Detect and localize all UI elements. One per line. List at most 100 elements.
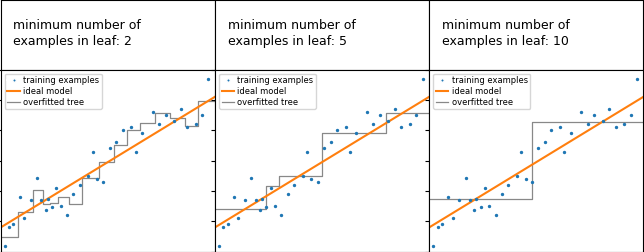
Point <box>251 198 261 202</box>
Point <box>341 125 351 129</box>
Point <box>204 77 214 81</box>
Point <box>15 195 25 199</box>
Point <box>154 122 164 126</box>
Point <box>160 113 171 117</box>
Point <box>611 125 621 129</box>
Text: minimum number of
examples in leaf: 2: minimum number of examples in leaf: 2 <box>14 19 142 48</box>
Point <box>448 216 458 220</box>
Point <box>554 125 565 129</box>
Point <box>546 128 556 132</box>
Point <box>516 149 526 153</box>
Point <box>396 125 406 129</box>
Point <box>83 174 93 178</box>
Point <box>345 149 355 153</box>
Point <box>0 244 10 248</box>
Point <box>68 192 79 196</box>
Point <box>276 213 287 217</box>
Point <box>55 204 66 208</box>
Point <box>265 186 276 190</box>
Point <box>598 119 608 123</box>
Point <box>240 198 250 202</box>
Point <box>270 204 280 208</box>
Point <box>383 119 393 123</box>
Point <box>619 122 629 126</box>
Text: minimum number of
examples in leaf: 5: minimum number of examples in leaf: 5 <box>228 19 355 48</box>
Point <box>497 192 507 196</box>
Point <box>169 119 179 123</box>
Point <box>233 216 243 220</box>
Point <box>62 213 72 217</box>
Point <box>484 204 494 208</box>
Point <box>26 198 36 202</box>
Point <box>480 186 490 190</box>
Point <box>632 77 642 81</box>
Point <box>604 107 614 111</box>
Point <box>41 208 51 212</box>
Point <box>325 140 336 144</box>
Point <box>469 208 479 212</box>
Point <box>589 113 599 117</box>
Point <box>433 226 443 230</box>
Legend: training examples, ideal model, overfitted tree: training examples, ideal model, overfitt… <box>219 74 316 109</box>
Point <box>88 149 98 153</box>
Point <box>283 192 293 196</box>
Point <box>512 174 522 178</box>
Point <box>229 195 240 199</box>
Point <box>306 177 316 181</box>
Point <box>576 110 587 114</box>
Point <box>368 122 379 126</box>
Point <box>43 197 53 201</box>
Point <box>111 140 122 144</box>
Point <box>471 197 482 201</box>
Point <box>131 149 141 153</box>
Point <box>4 226 14 230</box>
Point <box>8 223 19 227</box>
Point <box>223 223 233 227</box>
Point <box>246 176 256 180</box>
Point <box>175 107 185 111</box>
Point <box>47 205 57 209</box>
Point <box>289 183 299 187</box>
Point <box>257 197 267 201</box>
Point <box>99 180 109 184</box>
Point <box>191 122 201 126</box>
Point <box>298 174 308 178</box>
Point <box>261 205 272 209</box>
Point <box>583 122 593 126</box>
Point <box>625 113 636 117</box>
Legend: training examples, ideal model, overfitted tree: training examples, ideal model, overfitt… <box>5 74 102 109</box>
Point <box>312 180 323 184</box>
Point <box>51 186 61 190</box>
Point <box>465 198 475 202</box>
Point <box>475 205 486 209</box>
Text: minimum number of
examples in leaf: 10: minimum number of examples in leaf: 10 <box>442 19 570 48</box>
Point <box>460 176 471 180</box>
Point <box>362 110 372 114</box>
Point <box>197 113 207 117</box>
Point <box>559 149 569 153</box>
Point <box>32 176 43 180</box>
Point <box>75 183 85 187</box>
Point <box>437 223 447 227</box>
Point <box>428 244 439 248</box>
Point <box>36 198 46 202</box>
Point <box>92 177 102 181</box>
Point <box>390 107 400 111</box>
Point <box>565 131 576 135</box>
Point <box>375 113 385 117</box>
Point <box>105 146 115 150</box>
Point <box>255 208 265 212</box>
Point <box>417 77 428 81</box>
Point <box>182 125 192 129</box>
Point <box>411 113 421 117</box>
Point <box>454 198 464 202</box>
Point <box>19 216 30 220</box>
Point <box>520 177 531 181</box>
Point <box>126 125 137 129</box>
Legend: training examples, ideal model, overfitted tree: training examples, ideal model, overfitt… <box>433 74 530 109</box>
Point <box>404 122 415 126</box>
Point <box>527 180 537 184</box>
Point <box>147 110 158 114</box>
Point <box>319 146 329 150</box>
Point <box>443 195 453 199</box>
